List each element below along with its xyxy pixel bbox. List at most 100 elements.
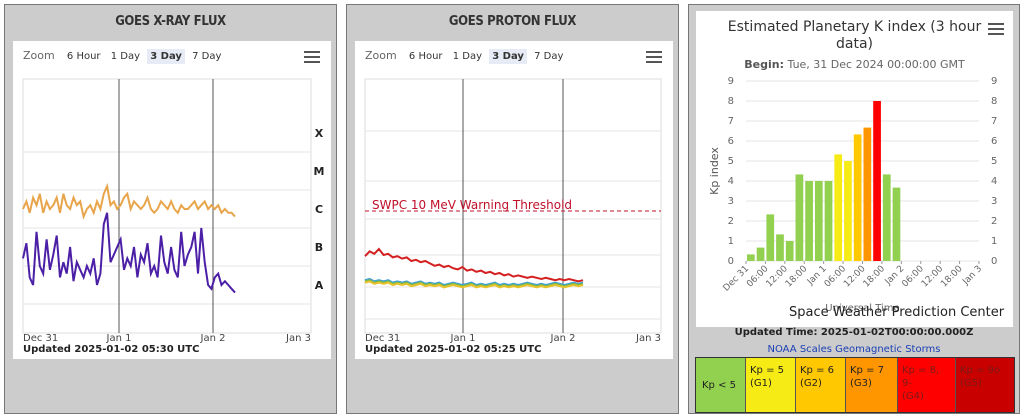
class-label-M: M bbox=[314, 165, 325, 178]
x-tick-label: Jan 3 bbox=[635, 333, 661, 344]
kp-legend: Kp < 5 Kp = 5 (G1) Kp = 6 (G2) Kp = 7 (G3) Kp =… bbox=[695, 357, 1015, 413]
y-tick-right: 8 bbox=[991, 96, 997, 107]
x-tick-label: Jan 3 bbox=[285, 333, 311, 344]
kp-bar bbox=[882, 174, 891, 261]
proton-series-1 bbox=[364, 277, 584, 287]
x-tick-label: 18:00 bbox=[862, 264, 888, 290]
kp-legend-scale: (G4) bbox=[902, 391, 924, 402]
kp-bar bbox=[853, 134, 862, 261]
swpc-credit: Space Weather Prediction Center bbox=[789, 305, 1005, 320]
noaa-scales-link[interactable]: NOAA Scales Geomagnetic Storms bbox=[767, 344, 941, 355]
kp-updated-text: Updated Time: 2025-01-02T00:00:00.000Z bbox=[734, 327, 974, 338]
kp-title: Estimated Planetary K index (3 hour data… bbox=[727, 19, 982, 52]
class-label-X: X bbox=[315, 127, 324, 140]
y-tick-left: 1 bbox=[728, 236, 734, 247]
kp-bar bbox=[844, 161, 852, 261]
proton-series-2 bbox=[364, 279, 584, 288]
kp-legend-label: Kp = 6 bbox=[800, 365, 835, 376]
kp-begin-label: Begin: bbox=[744, 58, 785, 71]
proton-updated-text: Updated 2025-01-02 05:25 UTC bbox=[365, 344, 542, 355]
x-tick-label: Dec 31 bbox=[23, 333, 58, 344]
y-tick-left: 5 bbox=[728, 156, 734, 167]
class-label-B: B bbox=[315, 241, 323, 254]
kp-bar bbox=[766, 214, 775, 261]
proton-title: GOES PROTON FLUX bbox=[448, 14, 577, 29]
zoom-label: Zoom bbox=[365, 49, 397, 62]
proton-plot: SWPC 10 MeV Warning Threshold Dec 31 Jan 1… bbox=[364, 78, 662, 344]
y-tick-left: 3 bbox=[728, 196, 734, 207]
x-axis-title: Universal Time bbox=[825, 303, 899, 314]
kp-bar bbox=[814, 181, 823, 261]
y-axis-title: Kp index bbox=[708, 147, 721, 195]
xray-series-lower bbox=[22, 212, 236, 294]
kp-legend-label: Kp = 9o bbox=[960, 365, 1001, 376]
x-tick-label: 18:00 bbox=[939, 264, 965, 290]
kp-bar bbox=[795, 174, 804, 261]
kp-legend-scale: (G3) bbox=[850, 378, 872, 389]
kp-legend-cell: Kp = 7 (G3) bbox=[846, 358, 898, 412]
y-tick-right: 6 bbox=[991, 136, 997, 147]
hamburger-menu-icon[interactable] bbox=[304, 51, 320, 65]
y-tick-left: 4 bbox=[728, 176, 734, 187]
kp-panel: Estimated Planetary K index (3 hour data… bbox=[688, 4, 1020, 414]
y-tick-left: 9 bbox=[728, 76, 734, 87]
kp-chart-card: Estimated Planetary K index (3 hour data… bbox=[696, 11, 1013, 327]
kp-legend-cell: Kp = 6 (G2) bbox=[796, 358, 846, 412]
kp-begin: Begin: Tue, 31 Dec 2024 00:00:00 GMT bbox=[696, 58, 1013, 71]
proton-zoom-bar: Zoom 6 Hour 1 Day 3 Day 7 Day bbox=[365, 49, 567, 64]
kp-legend-cell: Kp = 9o (G5) bbox=[956, 358, 1014, 412]
x-tick-label: Jan 1 bbox=[450, 333, 476, 344]
kp-legend-label: Kp = 8, 9- bbox=[902, 365, 940, 389]
y-tick-right: 3 bbox=[991, 196, 997, 207]
x-tick-label: 18:00 bbox=[784, 264, 810, 290]
zoom-1day-button[interactable]: 1 Day bbox=[452, 51, 483, 62]
zoom-label: Zoom bbox=[23, 49, 55, 62]
hamburger-menu-icon[interactable] bbox=[646, 51, 662, 65]
zoom-7day-button[interactable]: 7 Day bbox=[192, 51, 222, 62]
y-tick-left: 0 bbox=[728, 256, 734, 267]
kp-bar bbox=[873, 101, 881, 261]
zoom-3day-button[interactable]: 3 Day bbox=[489, 49, 527, 64]
zoom-6hour-button[interactable]: 6 Hour bbox=[66, 51, 101, 62]
kp-legend-scale: (G5) bbox=[960, 378, 982, 389]
warning-threshold-label: SWPC 10 MeV Warning Threshold bbox=[372, 198, 572, 212]
y-tick-left: 6 bbox=[728, 136, 734, 147]
kp-bar bbox=[824, 181, 833, 261]
proton-chart-card: Zoom 6 Hour 1 Day 3 Day 7 Day SWPC 10 Me… bbox=[355, 41, 673, 359]
proton-series-3 bbox=[364, 280, 584, 289]
y-tick-left: 7 bbox=[728, 116, 734, 127]
y-tick-left: 2 bbox=[728, 216, 734, 227]
xray-plot: X M C B A Dec 31 Jan 1 Jan 2 Jan 3 bbox=[22, 78, 325, 344]
xray-panel: GOES X-RAY FLUX Zoom 6 Hour 1 Day 3 Day … bbox=[4, 4, 337, 414]
kp-bar bbox=[805, 181, 813, 261]
kp-begin-value: Tue, 31 Dec 2024 00:00:00 GMT bbox=[787, 58, 965, 71]
xray-title: GOES X-RAY FLUX bbox=[115, 14, 226, 29]
kp-bar bbox=[776, 234, 784, 261]
kp-legend-label: Kp < 5 bbox=[702, 379, 737, 391]
xray-chart-card: Zoom 6 Hour 1 Day 3 Day 7 Day X M C B A Dec 3… bbox=[13, 41, 331, 359]
y-tick-right: 0 bbox=[991, 256, 997, 267]
kp-bar bbox=[747, 254, 755, 261]
plot-border bbox=[22, 78, 312, 334]
zoom-7day-button[interactable]: 7 Day bbox=[534, 51, 564, 62]
xray-updated-text: Updated 2025-01-02 05:30 UTC bbox=[23, 344, 200, 355]
kp-legend-label: Kp = 7 bbox=[850, 365, 885, 376]
y-tick-right: 2 bbox=[991, 216, 997, 227]
kp-legend-cell: Kp = 8, 9- (G4) bbox=[898, 358, 956, 412]
xray-zoom-bar: Zoom 6 Hour 1 Day 3 Day 7 Day bbox=[23, 49, 225, 64]
kp-legend-cell: Kp = 5 (G1) bbox=[746, 358, 796, 412]
class-label-C: C bbox=[315, 203, 323, 216]
hamburger-menu-icon[interactable] bbox=[988, 23, 1004, 37]
y-tick-right: 4 bbox=[991, 176, 997, 187]
class-label-A: A bbox=[315, 279, 324, 292]
zoom-1day-button[interactable]: 1 Day bbox=[110, 51, 141, 62]
x-tick-label: Jan 1 bbox=[106, 333, 132, 344]
y-tick-right: 9 bbox=[991, 76, 997, 87]
y-tick-left: 8 bbox=[728, 96, 734, 107]
x-tick-label: Jan 2 bbox=[550, 333, 576, 344]
y-tick-right: 1 bbox=[991, 236, 997, 247]
zoom-6hour-button[interactable]: 6 Hour bbox=[408, 51, 443, 62]
proton-series-0 bbox=[364, 247, 584, 283]
kp-bar bbox=[756, 247, 765, 261]
zoom-3day-button[interactable]: 3 Day bbox=[147, 49, 185, 64]
